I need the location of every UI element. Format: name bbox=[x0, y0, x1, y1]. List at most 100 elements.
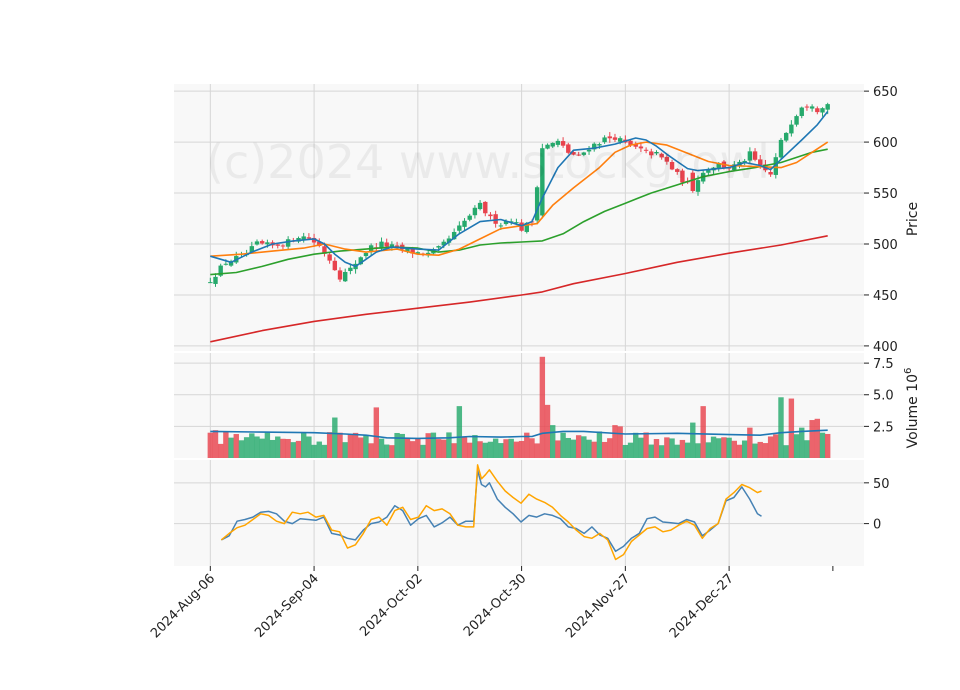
volume-bar-106 bbox=[757, 441, 763, 458]
volume-bar-33 bbox=[378, 438, 385, 458]
candle-body-72 bbox=[581, 152, 587, 155]
candle-body-87 bbox=[659, 153, 664, 158]
candle-body-73 bbox=[586, 149, 592, 152]
candle-body-83 bbox=[638, 146, 644, 149]
volume-bar-58 bbox=[508, 438, 514, 458]
volume-bar-54 bbox=[487, 441, 494, 458]
volume-bar-74 bbox=[591, 441, 597, 458]
volume-bar-97 bbox=[710, 436, 717, 458]
volume-bar-88 bbox=[664, 437, 670, 458]
volume-bar-26 bbox=[342, 442, 348, 458]
volume-bar-34 bbox=[384, 444, 390, 458]
volume-bar-29 bbox=[358, 437, 364, 458]
candle-body-110 bbox=[778, 139, 784, 158]
volume-bar-3 bbox=[223, 431, 229, 458]
volume-bar-47 bbox=[451, 443, 457, 458]
candle-body-68 bbox=[560, 141, 566, 146]
volume-bar-28 bbox=[352, 432, 359, 458]
candle-body-106 bbox=[758, 159, 763, 166]
volume-bar-44 bbox=[435, 439, 442, 458]
price-tick-label-5: 650 bbox=[873, 85, 898, 100]
candle-body-101 bbox=[732, 164, 737, 171]
volume-bar-91 bbox=[679, 439, 686, 458]
candle-body-9 bbox=[254, 241, 260, 245]
volume-bar-105 bbox=[752, 443, 758, 458]
candle-body-40 bbox=[415, 252, 421, 254]
volume-axis-label-exponent: 6 bbox=[903, 368, 914, 374]
volume-bar-36 bbox=[394, 432, 400, 458]
volume-bar-90 bbox=[674, 444, 680, 458]
x-axis: 2024-Aug-06 2024-Sep-04 2024-Oct-02 2024-Oc… bbox=[148, 566, 834, 641]
volume-bar-53 bbox=[482, 442, 488, 458]
candle-body-105 bbox=[752, 151, 758, 160]
candle-body-39 bbox=[410, 247, 415, 254]
candle-body-34 bbox=[384, 242, 389, 247]
volume-bar-100 bbox=[726, 437, 732, 458]
candle-body-51 bbox=[472, 207, 478, 216]
candle-body-69 bbox=[566, 144, 571, 153]
volume-bar-62 bbox=[529, 438, 535, 458]
candle-body-55 bbox=[493, 214, 498, 224]
volume-bar-14 bbox=[280, 438, 286, 458]
candle-body-57 bbox=[503, 221, 509, 225]
candle-body-66 bbox=[550, 142, 555, 147]
candle-body-50 bbox=[467, 215, 472, 220]
volume-bar-15 bbox=[285, 438, 291, 458]
volume-axis-label-text: Volume 10 bbox=[905, 374, 921, 448]
candle-body-2 bbox=[218, 265, 223, 276]
candle-body-0 bbox=[208, 282, 213, 284]
volume-bar-46 bbox=[446, 432, 452, 458]
watermark: (c)2024 www.stockgrowl bbox=[206, 135, 770, 189]
candle-body-79 bbox=[617, 138, 623, 142]
volume-bar-86 bbox=[653, 439, 660, 458]
candle-body-114 bbox=[799, 107, 804, 116]
volume-panel: 2.5 5.0 7.5 bbox=[174, 353, 894, 458]
candle-body-111 bbox=[783, 132, 789, 141]
volume-bar-66 bbox=[550, 425, 556, 458]
candle-body-25 bbox=[337, 270, 343, 280]
volume-bar-96 bbox=[705, 442, 712, 458]
candle-body-71 bbox=[576, 154, 581, 156]
x-tick-label-4: 2024-Nov-27 bbox=[563, 571, 633, 641]
price-tick-label-1: 450 bbox=[873, 289, 898, 304]
candle-body-63 bbox=[534, 187, 540, 221]
price-tick-label-0: 400 bbox=[873, 340, 898, 355]
volume-bar-102 bbox=[736, 444, 743, 458]
volume-bar-32 bbox=[373, 407, 380, 458]
volume-bar-8 bbox=[249, 433, 255, 458]
candle-body-112 bbox=[789, 124, 794, 134]
volume-bar-77 bbox=[607, 438, 613, 458]
volume-bar-23 bbox=[326, 432, 333, 458]
volume-bar-78 bbox=[612, 425, 618, 458]
volume-bar-110 bbox=[778, 397, 784, 458]
candle-body-45 bbox=[441, 241, 446, 246]
volume-bar-39 bbox=[409, 441, 416, 458]
candle-body-36 bbox=[394, 245, 400, 247]
volume-bar-25 bbox=[337, 432, 343, 458]
volume-bar-31 bbox=[368, 443, 374, 458]
candle-body-54 bbox=[488, 214, 493, 217]
volume-bar-64 bbox=[539, 356, 546, 458]
oscillator-line-2 bbox=[220, 464, 762, 561]
volume-bar-79 bbox=[617, 426, 623, 458]
oscillator-panel: 0 50 bbox=[174, 460, 890, 566]
volume-bar-108 bbox=[767, 436, 774, 458]
candle-body-4 bbox=[228, 261, 234, 266]
osc-tick-label-1: 50 bbox=[873, 477, 890, 492]
candle-body-3 bbox=[223, 263, 229, 265]
price-background bbox=[174, 84, 864, 351]
candle-body-56 bbox=[498, 225, 504, 227]
candle-body-53 bbox=[483, 201, 488, 214]
volume-bar-73 bbox=[586, 439, 592, 458]
volume-bar-113 bbox=[793, 434, 800, 458]
volume-bar-71 bbox=[575, 435, 582, 458]
candle-body-11 bbox=[265, 242, 270, 245]
volume-bar-5 bbox=[233, 434, 239, 458]
volume-bar-35 bbox=[389, 445, 395, 458]
volume-bar-112 bbox=[788, 398, 795, 458]
volume-bar-22 bbox=[321, 444, 328, 458]
candle-body-46 bbox=[446, 238, 452, 243]
ma-slow-line bbox=[210, 148, 828, 276]
volume-bar-37 bbox=[399, 433, 405, 458]
candle-body-67 bbox=[555, 140, 561, 145]
